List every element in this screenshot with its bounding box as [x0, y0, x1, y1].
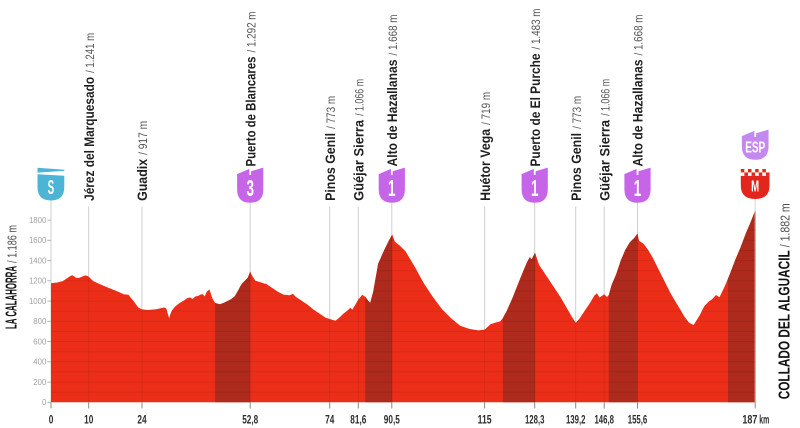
svg-text:/ 1.241 m: / 1.241 m — [83, 33, 97, 73]
svg-text:74: 74 — [325, 413, 335, 427]
svg-text:0: 0 — [49, 413, 54, 427]
svg-text:/ 1.066 m: / 1.066 m — [353, 79, 367, 116]
svg-text:Huétor Vega: Huétor Vega — [477, 129, 493, 201]
svg-text:Pinos Genil: Pinos Genil — [322, 133, 338, 201]
svg-text:Pinos Genil: Pinos Genil — [568, 133, 584, 201]
svg-text:600: 600 — [33, 337, 47, 346]
svg-text:24: 24 — [137, 413, 147, 427]
svg-text:139,2: 139,2 — [566, 413, 586, 427]
svg-text:146,8: 146,8 — [594, 413, 614, 427]
svg-text:52,8: 52,8 — [242, 413, 258, 427]
svg-text:155,6: 155,6 — [628, 413, 648, 427]
svg-text:/ 1.668 m: / 1.668 m — [386, 15, 400, 56]
svg-text:1: 1 — [388, 175, 396, 201]
svg-text:3: 3 — [246, 175, 254, 201]
svg-text:400: 400 — [33, 358, 47, 367]
svg-text:LA CALAHORRA: LA CALAHORRA — [4, 266, 21, 329]
svg-text:Puerto de Blancares: Puerto de Blancares — [242, 56, 258, 166]
svg-text:ESP: ESP — [745, 140, 765, 157]
svg-text:Guadix: Guadix — [134, 159, 150, 201]
svg-text:Jérez del Marquesado: Jérez del Marquesado — [81, 77, 97, 201]
svg-text:1200: 1200 — [29, 277, 47, 286]
svg-text:/ 719 m: / 719 m — [479, 92, 493, 125]
svg-text:1000: 1000 — [29, 297, 47, 306]
svg-text:128,3: 128,3 — [525, 413, 545, 427]
svg-text:1: 1 — [531, 175, 539, 201]
svg-text:COLLADO DEL ALGUACIL: COLLADO DEL ALGUACIL — [777, 250, 794, 399]
svg-text:800: 800 — [33, 317, 47, 326]
svg-text:/ 1.186 m: / 1.186 m — [6, 225, 20, 263]
svg-text:Güéjar Sierra: Güéjar Sierra — [596, 120, 612, 201]
svg-text:1800: 1800 — [29, 216, 47, 225]
svg-text:/ 1.066 m: / 1.066 m — [598, 79, 612, 116]
svg-text:/ 1.668 m: / 1.668 m — [632, 15, 646, 56]
svg-text:km: km — [759, 413, 769, 427]
svg-text:/ 1.292 m: / 1.292 m — [244, 12, 258, 53]
svg-text:Puerto de El Purche: Puerto de El Purche — [527, 53, 543, 166]
svg-text:/ 773 m: / 773 m — [570, 96, 584, 129]
svg-text:81,6: 81,6 — [350, 413, 366, 427]
svg-text:/ 1.483 m: / 1.483 m — [529, 9, 543, 50]
svg-text:Alto de Hazallanas: Alto de Hazallanas — [630, 59, 646, 166]
svg-text:/ 773 m: / 773 m — [324, 96, 338, 129]
svg-text:Alto de Hazallanas: Alto de Hazallanas — [384, 59, 400, 166]
svg-text:S: S — [48, 177, 55, 199]
svg-text:1: 1 — [634, 175, 642, 201]
svg-text:90,5: 90,5 — [384, 413, 400, 427]
svg-text:187: 187 — [742, 413, 757, 427]
svg-text:Güéjar Sierra: Güéjar Sierra — [351, 120, 367, 201]
svg-text:0: 0 — [42, 398, 47, 407]
svg-text:10: 10 — [84, 413, 94, 427]
svg-text:200: 200 — [33, 378, 47, 387]
svg-text:/ 1.882 m: / 1.882 m — [779, 203, 793, 247]
svg-text:115: 115 — [478, 413, 492, 427]
svg-text:1400: 1400 — [29, 256, 47, 265]
svg-text:/ 917 m: / 917 m — [136, 121, 150, 155]
svg-text:M: M — [751, 178, 759, 195]
svg-text:1600: 1600 — [29, 236, 47, 245]
